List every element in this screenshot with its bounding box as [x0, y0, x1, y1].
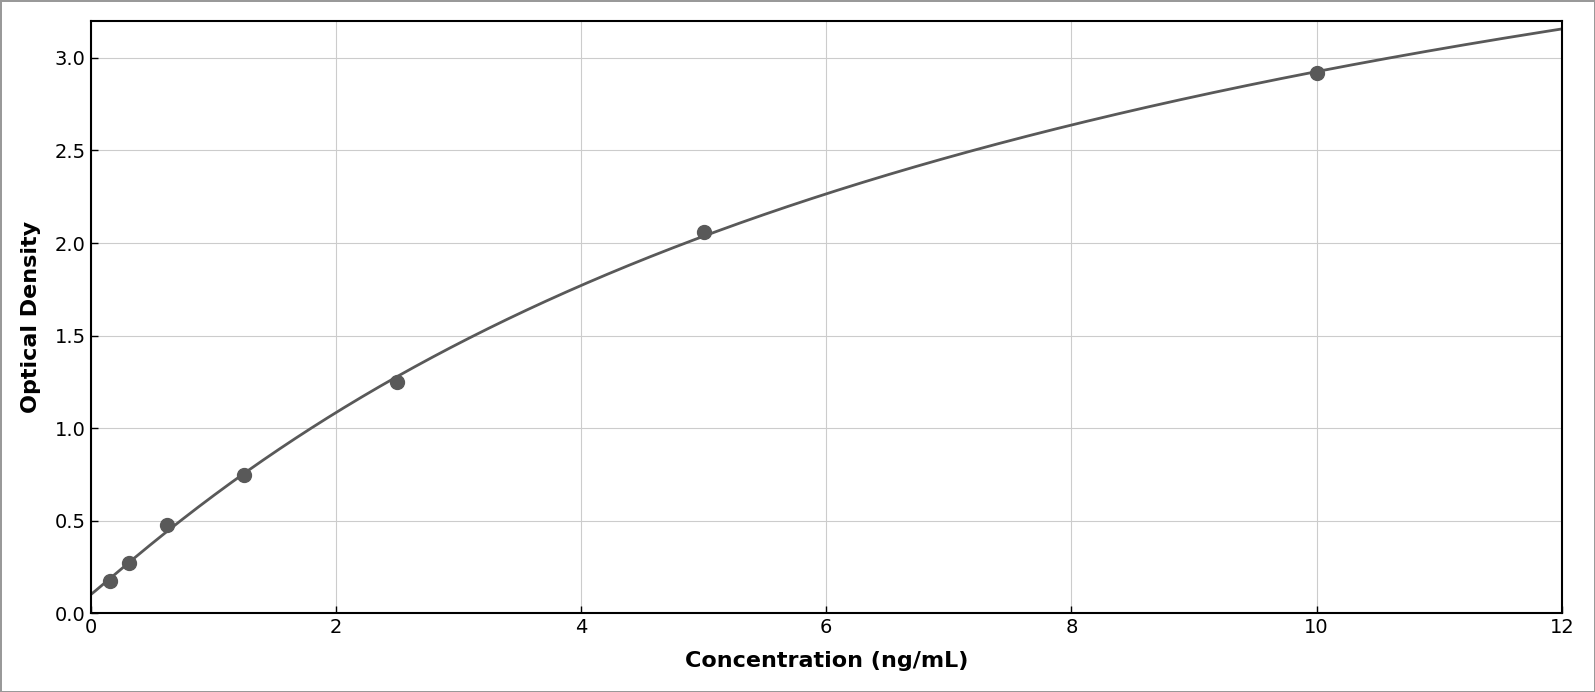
Y-axis label: Optical Density: Optical Density	[21, 221, 41, 413]
Point	[691, 226, 716, 237]
Point	[1303, 67, 1329, 78]
Point	[155, 519, 180, 530]
Point	[97, 576, 123, 587]
Point	[384, 376, 410, 388]
X-axis label: Concentration (ng/mL): Concentration (ng/mL)	[684, 651, 968, 671]
Point	[116, 558, 142, 569]
Point	[231, 469, 257, 480]
